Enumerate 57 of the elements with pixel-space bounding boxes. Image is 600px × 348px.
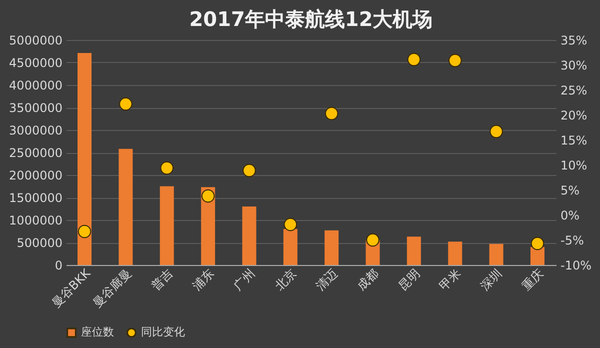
legend-label: 座位数	[81, 326, 114, 339]
point	[201, 189, 215, 203]
point	[490, 124, 503, 138]
bar	[283, 229, 298, 265]
point	[530, 236, 544, 250]
y-tick-label: 1500000	[9, 191, 62, 205]
x-tick-label: 普吉	[148, 266, 176, 293]
y-tick-label: 1000000	[9, 214, 62, 228]
x-tick-label: 重庆	[519, 266, 546, 293]
y2-tick-label: 0%	[560, 208, 580, 222]
bar	[530, 247, 544, 265]
point	[324, 106, 338, 120]
point	[407, 52, 421, 66]
y2-tick-label: 10%	[560, 158, 588, 172]
y-tick-label: 5000000	[9, 34, 62, 48]
x-tick-label: 成都	[354, 266, 382, 293]
x-tick-label: 清迈	[313, 266, 340, 293]
bar	[406, 236, 421, 265]
y2-tick-label: 30%	[560, 58, 588, 72]
y-tick-label: 2500000	[9, 146, 62, 160]
legend-label: 同比变化	[141, 326, 185, 339]
point	[160, 161, 174, 175]
x-tick-label: 曼谷廊曼	[90, 266, 134, 310]
chart-title: 2017年中泰航线12大机场	[189, 7, 433, 31]
y-tick-label: 4500000	[9, 56, 62, 70]
y2-tick-label: 25%	[560, 84, 588, 98]
bar	[118, 148, 133, 265]
y2-tick-label: 5%	[560, 184, 580, 198]
y2-tick-label: 35%	[560, 34, 588, 48]
y2-tick-label: 20%	[560, 108, 588, 122]
x-tick-label: 昆明	[396, 266, 422, 293]
y-tick-label: 0	[54, 258, 62, 272]
x-tick-label: 广州	[230, 266, 258, 293]
bar	[448, 242, 462, 265]
bar	[242, 206, 256, 265]
bar	[160, 186, 174, 265]
point	[242, 164, 256, 178]
x-tick-label: 浦东	[190, 266, 217, 293]
y-tick-label: 500000	[16, 236, 62, 250]
y2-tick-label: 15%	[560, 134, 588, 148]
y-tick-label: 4000000	[9, 78, 62, 92]
bar	[78, 53, 92, 265]
point	[284, 218, 298, 232]
bar	[324, 230, 339, 265]
point	[448, 54, 462, 68]
x-tick-label: 甲米	[436, 266, 464, 293]
x-tick-label: 深圳	[478, 266, 505, 293]
bar	[489, 244, 504, 265]
y2-tick-label: -10%	[560, 258, 592, 272]
point	[366, 233, 380, 247]
y-tick-label: 3500000	[9, 101, 62, 115]
y2-tick-label: -5%	[560, 234, 584, 248]
point	[78, 224, 92, 238]
y-tick-label: 2000000	[9, 168, 62, 182]
x-tick-label: 北京	[272, 266, 299, 293]
point	[119, 97, 132, 111]
y-tick-label: 3000000	[9, 124, 62, 138]
